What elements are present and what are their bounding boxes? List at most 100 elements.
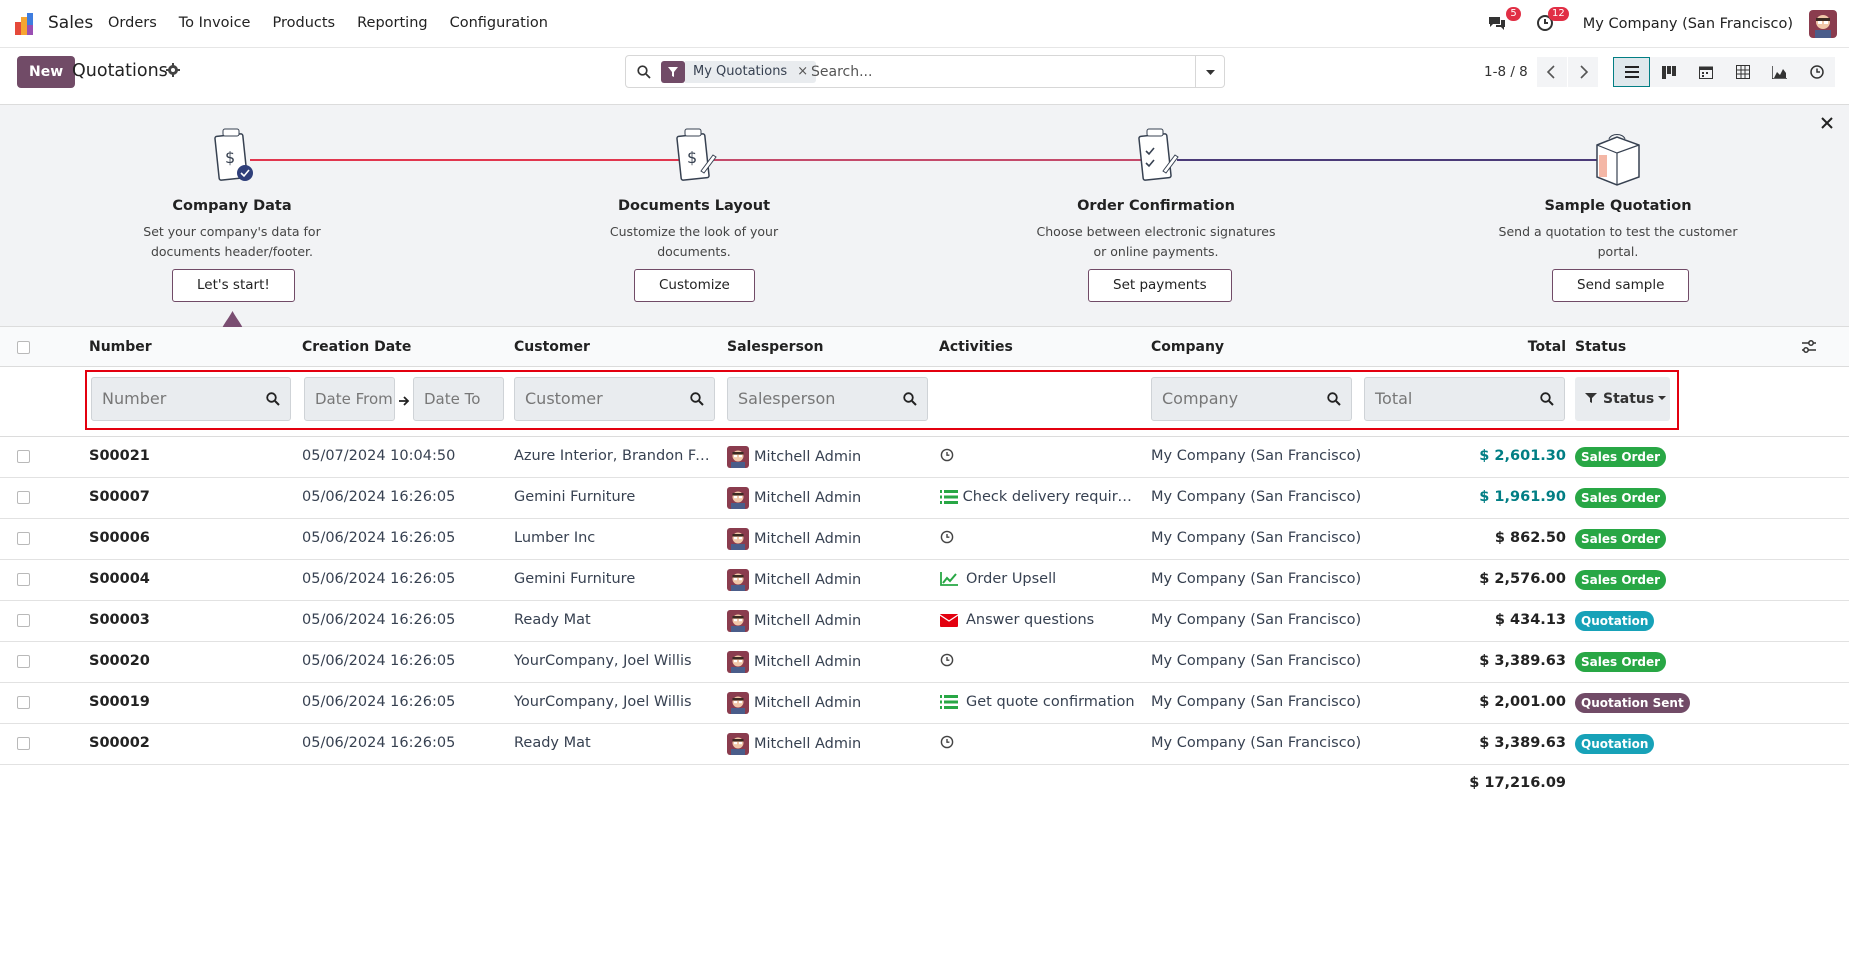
envelope-icon[interactable]: [940, 613, 962, 627]
status-cell: Quotation: [1575, 734, 1655, 754]
order-total: $ 3,389.63: [1479, 735, 1566, 751]
messages-button[interactable]: 5: [1487, 7, 1521, 35]
pivot-view-button[interactable]: [1724, 57, 1761, 87]
chart-icon[interactable]: [940, 572, 962, 586]
order-number: S00019: [89, 694, 150, 710]
clock-icon[interactable]: [940, 735, 958, 749]
activity-cell[interactable]: [940, 735, 1140, 749]
activity-cell[interactable]: [940, 448, 1140, 462]
filter-status-dropdown[interactable]: Status: [1575, 377, 1670, 421]
send-sample-button[interactable]: Send sample: [1552, 269, 1690, 302]
column-creation-date[interactable]: Creation Date: [302, 339, 412, 355]
order-total: $ 3,389.63: [1479, 653, 1566, 669]
search-options-toggle[interactable]: [1195, 56, 1224, 87]
menu-item-configuration[interactable]: Configuration: [449, 15, 548, 31]
activity-view-button[interactable]: [1798, 57, 1835, 87]
customer-name: Ready Mat: [514, 612, 591, 628]
filter-salesperson-input[interactable]: Salesperson: [727, 377, 928, 421]
column-company[interactable]: Company: [1151, 339, 1225, 355]
set-payments-button[interactable]: Set payments: [1088, 269, 1232, 302]
calendar-view-button[interactable]: [1687, 57, 1724, 87]
optional-columns-icon[interactable]: [1801, 339, 1817, 355]
row-checkbox[interactable]: [17, 532, 30, 545]
menu-item-orders[interactable]: Orders: [108, 15, 157, 31]
row-checkbox[interactable]: [17, 450, 30, 463]
table-row[interactable]: S00019 05/06/2024 16:26:05 YourCompany, Jo…: [0, 683, 1849, 724]
view-switcher: [1613, 57, 1835, 87]
activity-cell[interactable]: Answer questions: [940, 612, 1140, 628]
pager-value[interactable]: 1-8 / 8: [1484, 64, 1528, 80]
tasks-icon[interactable]: [940, 490, 959, 504]
remove-facet-icon[interactable]: ×: [797, 64, 809, 79]
user-avatar[interactable]: [1809, 10, 1837, 38]
pager-previous-button[interactable]: [1537, 57, 1567, 87]
order-total: $ 434.13: [1494, 612, 1566, 628]
kanban-view-button[interactable]: [1650, 57, 1687, 87]
filter-total-input[interactable]: Total: [1364, 377, 1565, 421]
customer-name: YourCompany, Joel Willis: [514, 653, 692, 669]
column-total[interactable]: Total: [1527, 339, 1566, 355]
table-row[interactable]: S00002 05/06/2024 16:26:05 Ready Mat Mitche…: [0, 724, 1849, 765]
column-customer[interactable]: Customer: [514, 339, 590, 355]
messages-badge: 5: [1506, 7, 1521, 21]
filter-date-from-input[interactable]: Date From: [304, 377, 395, 421]
gear-icon[interactable]: [166, 63, 180, 77]
menu-item-to-invoice[interactable]: To Invoice: [178, 15, 251, 31]
customize-button[interactable]: Customize: [634, 269, 755, 302]
pager-next-button[interactable]: [1568, 57, 1598, 87]
clock-icon[interactable]: [940, 653, 958, 667]
list-icon: [1624, 66, 1639, 78]
activities-button[interactable]: 12: [1535, 7, 1569, 35]
column-number[interactable]: Number: [89, 339, 152, 355]
row-checkbox[interactable]: [17, 696, 30, 709]
filter-icon: [1585, 393, 1597, 403]
company-switcher[interactable]: My Company (San Francisco): [1582, 16, 1793, 32]
menu-item-products[interactable]: Products: [272, 15, 336, 31]
row-checkbox[interactable]: [17, 737, 30, 750]
close-icon[interactable]: [1821, 117, 1833, 129]
row-checkbox[interactable]: [17, 573, 30, 586]
creation-date: 05/06/2024 16:26:05: [302, 530, 456, 546]
row-checkbox[interactable]: [17, 491, 30, 504]
table-row[interactable]: S00004 05/06/2024 16:26:05 Gemini Furnitur…: [0, 560, 1849, 601]
menu-item-reporting[interactable]: Reporting: [357, 15, 428, 31]
activity-cell[interactable]: [940, 530, 1140, 544]
new-button[interactable]: New: [17, 56, 76, 88]
sales-app-icon[interactable]: [15, 13, 37, 35]
table-row[interactable]: S00007 05/06/2024 16:26:05 Gemini Furnitur…: [0, 478, 1849, 519]
activity-cell[interactable]: Order Upsell: [940, 571, 1140, 587]
systray: 5 12 My Company (San Francisco): [1487, 7, 1837, 40]
graph-view-button[interactable]: [1761, 57, 1798, 87]
app-name[interactable]: Sales: [48, 13, 94, 33]
filter-customer-input[interactable]: Customer: [514, 377, 715, 421]
tasks-icon[interactable]: [940, 695, 962, 709]
filter-company-input[interactable]: Company: [1151, 377, 1352, 421]
filter-number-input[interactable]: Number: [91, 377, 291, 421]
table-row[interactable]: S00006 05/06/2024 16:26:05 Lumber Inc Mitch…: [0, 519, 1849, 560]
activity-cell[interactable]: Get quote confirmation: [940, 694, 1140, 710]
customer-name: Lumber Inc: [514, 530, 596, 546]
select-all-checkbox[interactable]: [17, 341, 30, 354]
column-status[interactable]: Status: [1575, 339, 1627, 355]
page-title: Quotations: [72, 61, 168, 81]
filter-date-to-input[interactable]: Date To: [413, 377, 504, 421]
activity-cell[interactable]: [940, 653, 1140, 667]
search-input[interactable]: [811, 61, 1201, 83]
table-row[interactable]: S00003 05/06/2024 16:26:05 Ready Mat Mitche…: [0, 601, 1849, 642]
row-checkbox[interactable]: [17, 655, 30, 668]
status-cell: Sales Order: [1575, 488, 1667, 508]
salesperson: Mitchell Admin: [727, 610, 861, 632]
column-salesperson[interactable]: Salesperson: [727, 339, 824, 355]
clock-icon[interactable]: [940, 448, 958, 462]
step-description: Choose between electronic signatures or …: [1036, 224, 1276, 259]
table-row[interactable]: S00020 05/06/2024 16:26:05 YourCompany, Jo…: [0, 642, 1849, 683]
clock-icon[interactable]: [940, 530, 958, 544]
grand-total: $ 17,216.09: [1469, 775, 1566, 791]
table-row[interactable]: S00021 05/07/2024 10:04:50 Azure Interior,…: [0, 437, 1849, 478]
row-checkbox[interactable]: [17, 614, 30, 627]
lets-start-button[interactable]: Let's start!: [172, 269, 295, 302]
list-view-button[interactable]: [1613, 57, 1650, 87]
column-activities[interactable]: Activities: [939, 339, 1013, 355]
salesperson-name: Mitchell Admin: [754, 490, 862, 506]
activity-cell[interactable]: Check delivery requirements: [940, 489, 1140, 505]
